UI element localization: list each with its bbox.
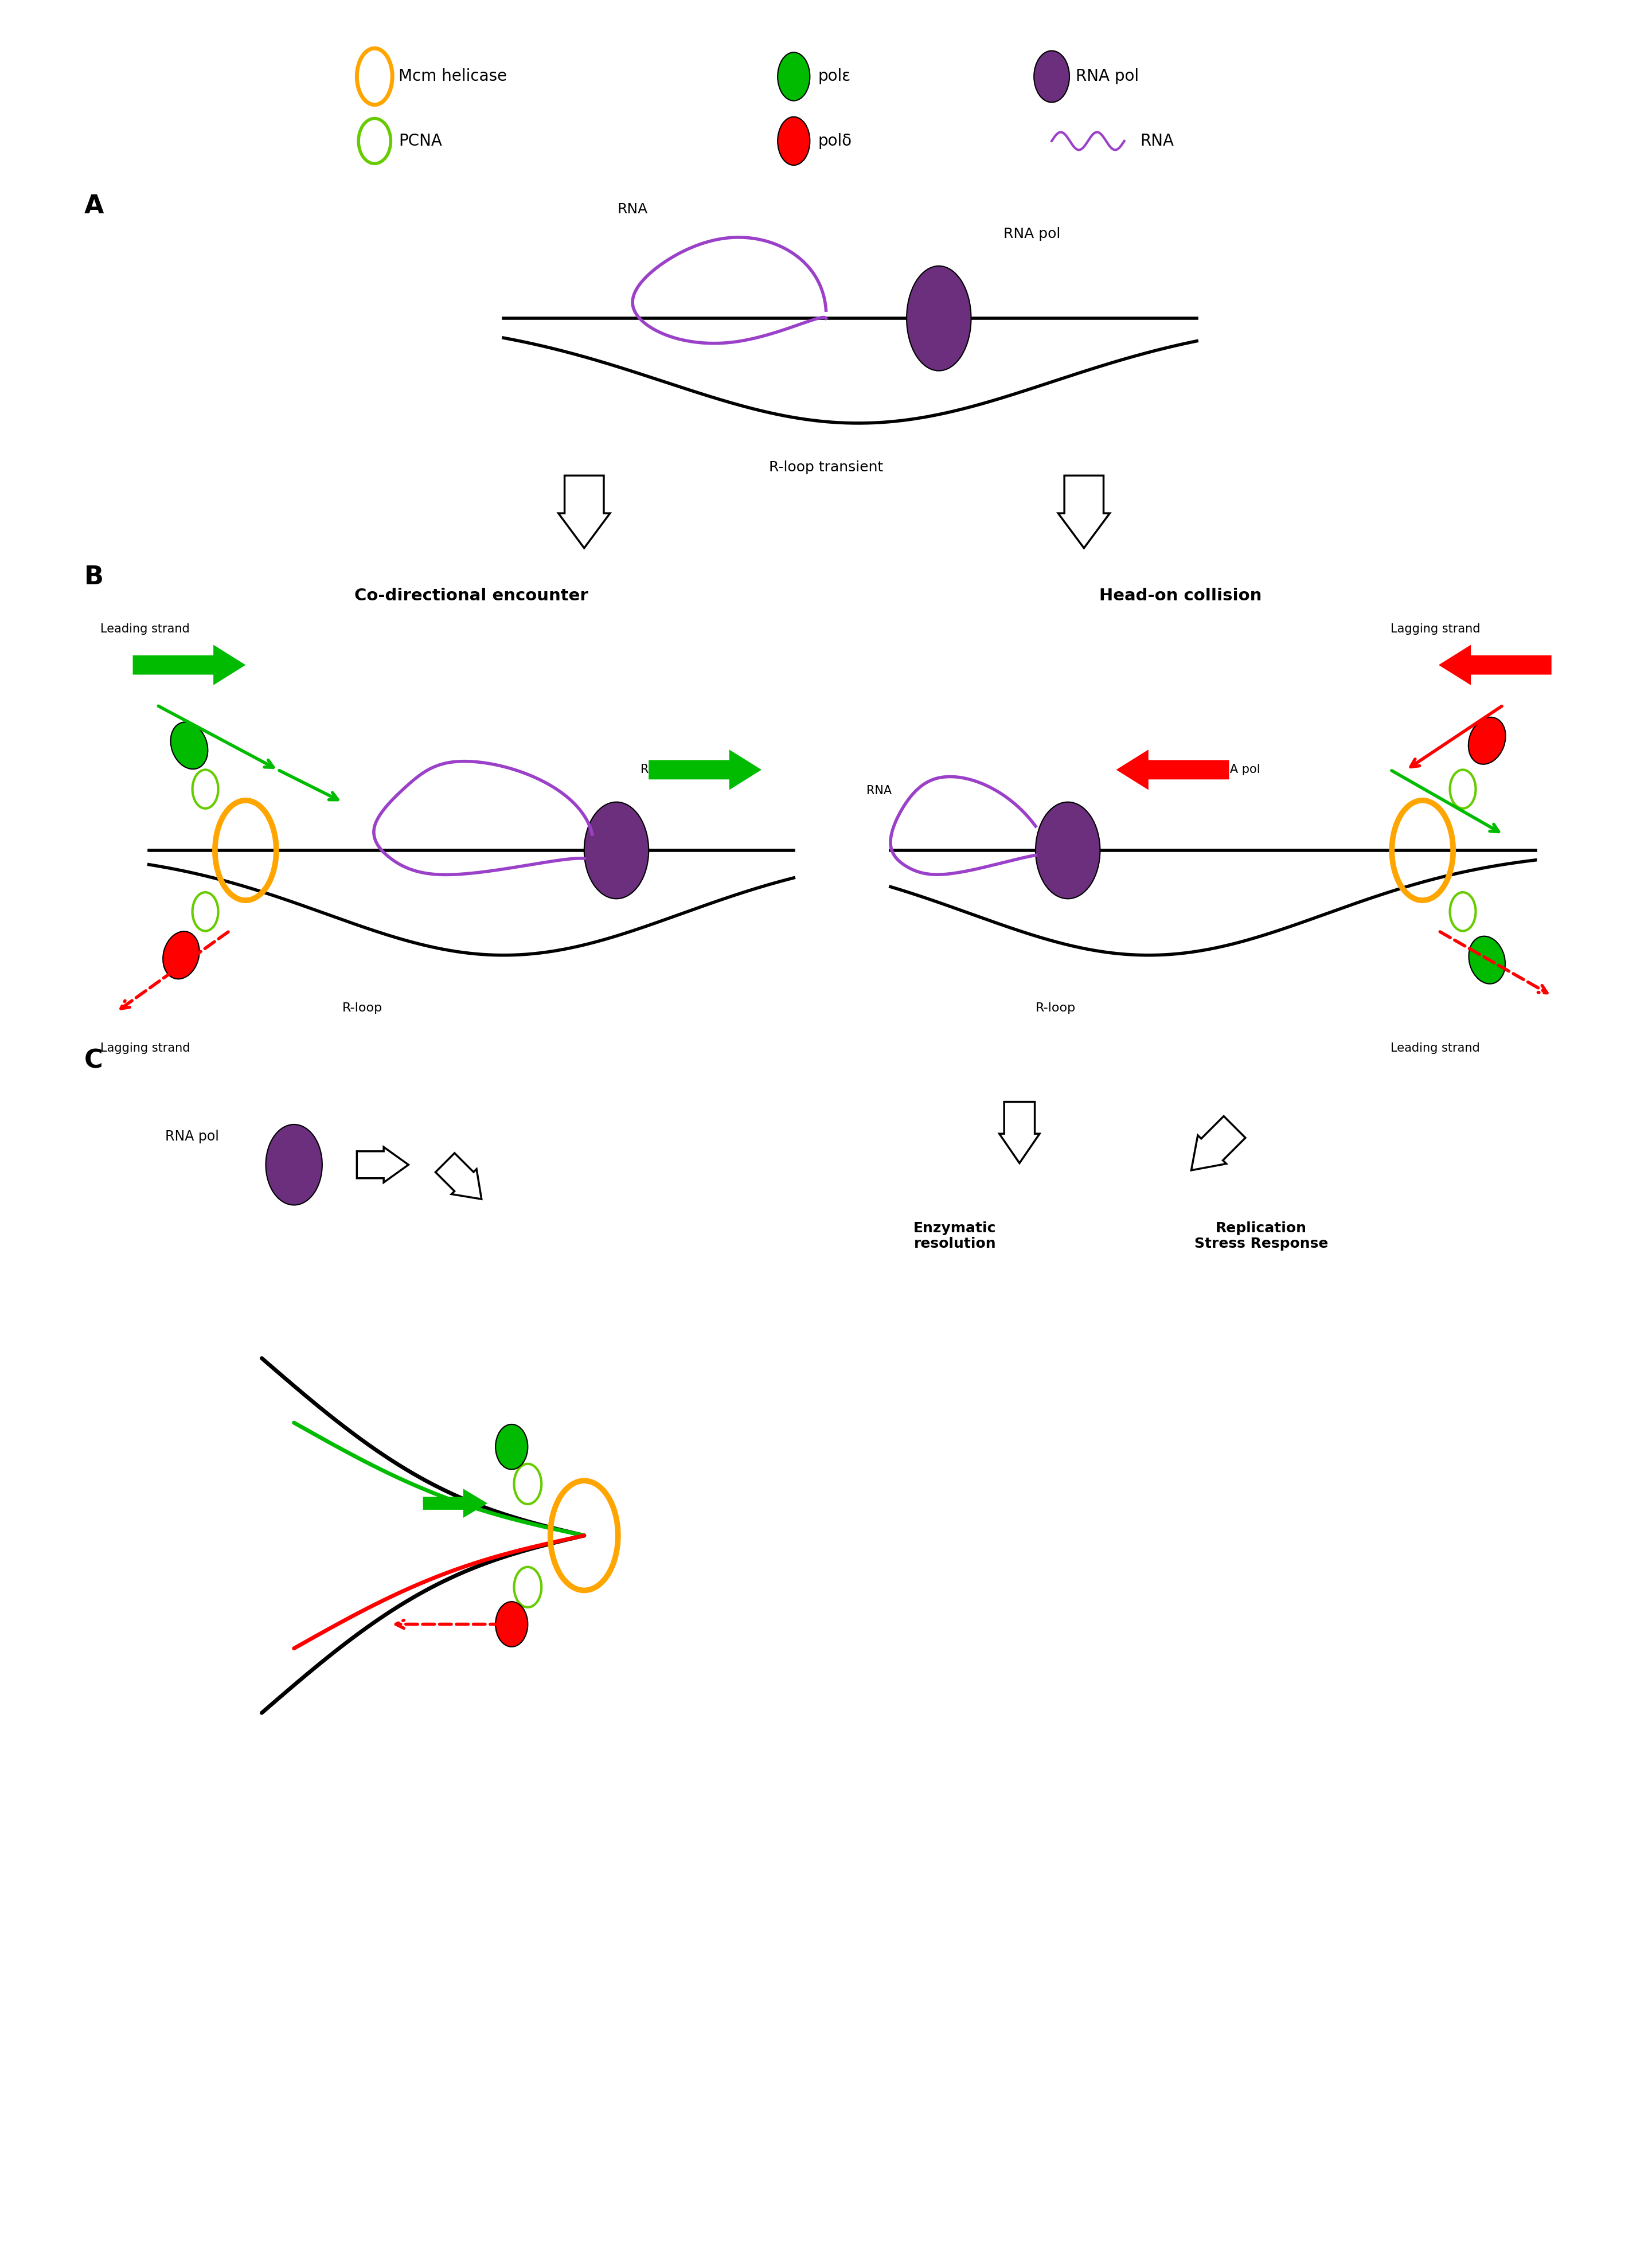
Text: polε: polε bbox=[818, 68, 851, 84]
Polygon shape bbox=[357, 1146, 408, 1182]
Text: RNA pol: RNA pol bbox=[641, 763, 687, 775]
Text: C: C bbox=[84, 1049, 102, 1074]
Text: R-loop: R-loop bbox=[342, 1003, 383, 1015]
Text: Co-directional encounter: Co-directional encounter bbox=[355, 589, 588, 605]
Ellipse shape bbox=[1469, 935, 1505, 983]
Polygon shape bbox=[1439, 646, 1551, 684]
Text: RNA: RNA bbox=[618, 202, 648, 217]
Ellipse shape bbox=[170, 723, 208, 770]
Ellipse shape bbox=[164, 931, 200, 978]
Text: PCNA: PCNA bbox=[398, 134, 443, 149]
Polygon shape bbox=[649, 750, 762, 790]
Text: R-loop: R-loop bbox=[1036, 1003, 1075, 1015]
Polygon shape bbox=[558, 476, 610, 548]
Text: Head-on collision: Head-on collision bbox=[1100, 589, 1262, 605]
Ellipse shape bbox=[778, 118, 809, 165]
Polygon shape bbox=[423, 1488, 487, 1518]
Text: polδ: polδ bbox=[818, 134, 852, 149]
Ellipse shape bbox=[266, 1123, 322, 1205]
Text: Replication
Stress Response: Replication Stress Response bbox=[1194, 1221, 1328, 1250]
Text: B: B bbox=[84, 564, 104, 589]
Text: R-loop transient: R-loop transient bbox=[768, 460, 884, 473]
Polygon shape bbox=[1191, 1117, 1246, 1171]
Text: RNA: RNA bbox=[1140, 134, 1175, 149]
Text: Lagging strand: Lagging strand bbox=[1391, 623, 1480, 634]
Ellipse shape bbox=[1469, 718, 1505, 763]
Text: Enzymatic
resolution: Enzymatic resolution bbox=[914, 1221, 996, 1250]
Ellipse shape bbox=[496, 1425, 527, 1470]
Polygon shape bbox=[999, 1101, 1039, 1164]
Text: RNA pol: RNA pol bbox=[1213, 763, 1260, 775]
Text: RNA pol: RNA pol bbox=[1075, 68, 1138, 84]
Polygon shape bbox=[1059, 476, 1110, 548]
Text: Mcm helicase: Mcm helicase bbox=[398, 68, 507, 84]
Ellipse shape bbox=[907, 265, 971, 371]
Ellipse shape bbox=[585, 802, 649, 899]
Text: A: A bbox=[84, 195, 104, 220]
Ellipse shape bbox=[1034, 50, 1069, 102]
Text: RNA: RNA bbox=[866, 784, 892, 797]
Ellipse shape bbox=[496, 1601, 527, 1647]
Polygon shape bbox=[436, 1153, 481, 1198]
Text: Lagging strand: Lagging strand bbox=[101, 1042, 190, 1053]
Ellipse shape bbox=[778, 52, 809, 100]
Text: Leading strand: Leading strand bbox=[101, 623, 190, 634]
Text: Leading strand: Leading strand bbox=[1391, 1042, 1480, 1053]
Ellipse shape bbox=[1036, 802, 1100, 899]
Text: RNA pol: RNA pol bbox=[165, 1130, 218, 1144]
Polygon shape bbox=[1117, 750, 1229, 790]
Text: RNA pol: RNA pol bbox=[1003, 226, 1061, 240]
Polygon shape bbox=[132, 646, 246, 684]
